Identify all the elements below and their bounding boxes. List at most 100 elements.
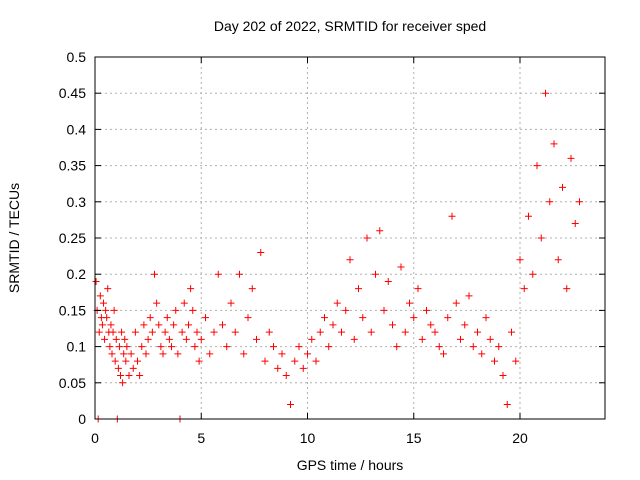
x-tick-label: 0: [91, 430, 99, 446]
data-point: [571, 220, 579, 228]
data-point: [325, 343, 333, 351]
y-tick-label: 0.45: [59, 85, 86, 101]
axis-ticks: 0 0.05 0.1 0.15 0.2 0.25 0.3 0.35 0.4 0.45 0.5 0 5 10…: [59, 49, 605, 446]
data-point: [346, 256, 354, 264]
x-tick-label: 5: [197, 430, 205, 446]
data-point: [448, 212, 456, 220]
data-point: [202, 314, 209, 322]
y-tick-label: 0.3: [67, 194, 87, 210]
data-point: [499, 372, 507, 380]
data-point: [333, 299, 341, 307]
data-point: [219, 321, 226, 329]
data-point: [236, 270, 243, 278]
data-point: [372, 270, 379, 278]
data-point: [559, 183, 566, 191]
data-point: [329, 321, 337, 329]
data-point: [125, 372, 133, 380]
data-point: [123, 343, 131, 351]
data-point: [102, 306, 110, 314]
grid: [95, 57, 605, 419]
data-point: [291, 357, 299, 365]
data-point: [227, 299, 235, 307]
y-tick-label: 0.1: [67, 339, 87, 355]
y-tick-label: 0.5: [67, 49, 87, 65]
y-tick-label: 0.25: [59, 230, 86, 246]
data-point: [576, 198, 583, 206]
data-point: [563, 285, 571, 293]
data-point: [367, 328, 375, 336]
data-point: [193, 328, 201, 336]
data-point: [316, 328, 324, 336]
data-point: [163, 314, 171, 322]
data-point: [165, 335, 173, 343]
data-point: [401, 328, 409, 336]
data-point: [95, 328, 103, 336]
data-point: [231, 328, 239, 336]
data-point: [512, 357, 520, 365]
data-point: [151, 270, 158, 278]
data-point: [474, 328, 481, 336]
data-point: [168, 343, 175, 351]
data-point: [144, 335, 152, 343]
x-tick-label: 20: [512, 430, 528, 446]
data-point: [240, 350, 248, 358]
data-point: [170, 321, 178, 329]
data-point: [244, 314, 252, 322]
data-point: [529, 270, 537, 278]
data-point: [103, 314, 111, 322]
data-point: [393, 343, 401, 351]
data-point: [270, 343, 277, 351]
data-point: [142, 350, 150, 358]
data-point: [182, 335, 190, 343]
data-point: [491, 357, 498, 365]
data-point: [121, 335, 129, 343]
data-point: [138, 343, 146, 351]
data-point: [159, 350, 167, 358]
data-point: [444, 314, 452, 322]
data-point: [486, 335, 494, 343]
data-point: [342, 306, 350, 314]
x-axis-label: GPS time / hours: [297, 457, 404, 473]
data-point: [418, 335, 426, 343]
data-point: [465, 292, 473, 300]
data-point: [129, 364, 137, 372]
data-point: [140, 321, 148, 329]
data-point: [503, 401, 511, 409]
data-point: [155, 321, 163, 329]
data-point: [363, 234, 371, 242]
data-point: [427, 321, 435, 329]
data-point: [304, 350, 311, 358]
data-point: [104, 285, 112, 293]
data-point: [542, 89, 549, 97]
y-tick-label: 0.35: [59, 158, 86, 174]
data-point: [119, 379, 127, 387]
data-point: [567, 154, 575, 162]
data-point: [537, 234, 545, 242]
data-point: [131, 328, 139, 336]
data-point: [110, 306, 118, 314]
data-point: [172, 306, 180, 314]
data-point: [282, 372, 290, 380]
data-point: [355, 285, 362, 293]
data-point: [550, 140, 558, 148]
data-point: [461, 321, 469, 329]
data-point: [312, 357, 320, 365]
y-tick-label: 0.4: [67, 121, 87, 137]
data-point: [359, 314, 367, 322]
data-point: [265, 328, 273, 336]
data-point: [115, 343, 123, 351]
data-point: [423, 306, 430, 314]
data-point: [223, 343, 231, 351]
data-point: [127, 350, 135, 358]
data-point: [338, 328, 345, 336]
data-point: [287, 401, 294, 409]
data-point: [136, 372, 144, 380]
data-point: [111, 357, 119, 365]
data-point: [520, 285, 528, 293]
data-point: [106, 343, 114, 351]
y-tick-label: 0.2: [67, 266, 87, 282]
x-tick-label: 15: [406, 430, 422, 446]
data-point: [350, 335, 358, 343]
data-point: [253, 335, 260, 343]
